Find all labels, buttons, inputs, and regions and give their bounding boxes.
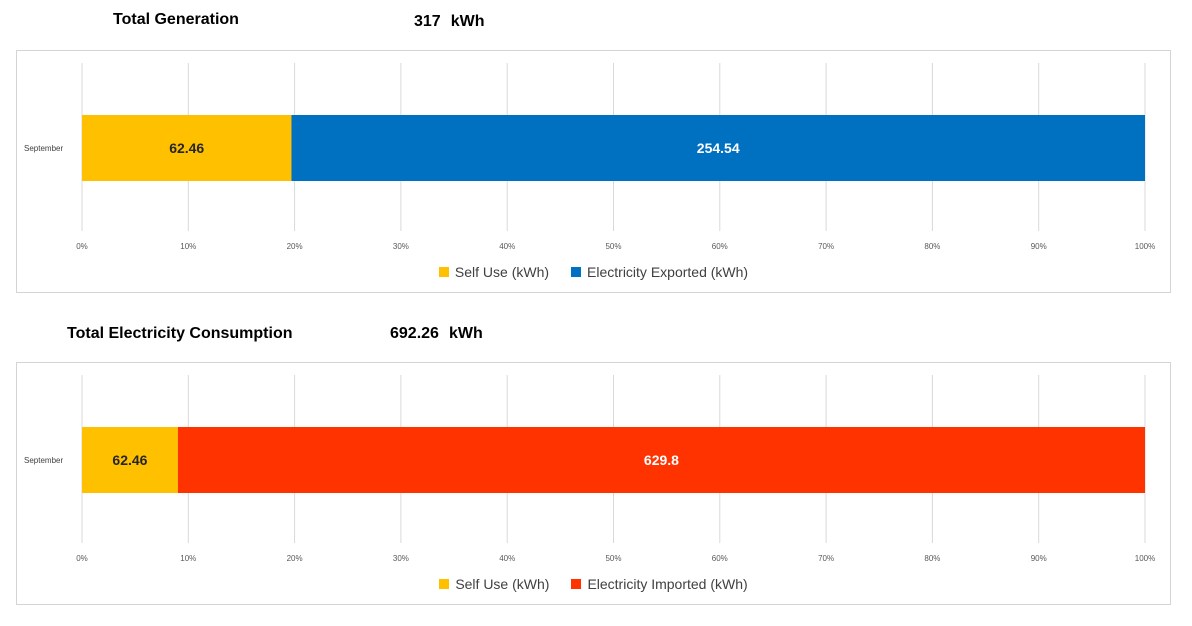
chart1-legend-item-self-use: Self Use (kWh)	[438, 264, 550, 280]
chart1-data-label-1: 62.46	[169, 140, 204, 156]
chart1-data-label-2: 254.54	[697, 140, 740, 156]
chart1-plot: 0% 10% 20% 30% 40% 50% 60% 70% 80% 90% 100% Septemb…	[24, 63, 1155, 251]
chart2-x-tick-label: 0%	[76, 554, 88, 563]
chart2-x-tick-label: 10%	[180, 554, 196, 563]
chart2-legend-label-imported: Electricity Imported (kWh)	[587, 576, 748, 592]
chart2-plot: 0% 10% 20% 30% 40% 50% 60% 70% 80% 90% 100% Septemb…	[24, 375, 1155, 563]
chart1-total: 317 kWh	[414, 13, 484, 31]
chart2-x-tick-label: 20%	[287, 554, 303, 563]
chart2-x-tick-label: 30%	[393, 554, 409, 563]
chart1-bar-segment-2	[291, 115, 1145, 181]
chart2-x-tick-label: 70%	[818, 554, 834, 563]
chart1-x-tick-label: 10%	[180, 242, 196, 251]
chart2-title: Total Electricity Consumption	[67, 325, 293, 342]
chart1-title: Total Generation	[113, 11, 239, 28]
chart2-data-label-1: 62.46	[112, 452, 147, 468]
chart1-x-tick-label: 80%	[924, 242, 940, 251]
chart1-bar-segment-1	[82, 115, 292, 181]
chart1-panel: 0% 10% 20% 30% 40% 50% 60% 70% 80% 90% 100% Septemb…	[16, 50, 1171, 293]
chart1-x-tick-label: 50%	[605, 242, 621, 251]
chart2-bar-segment-1	[82, 427, 178, 493]
chart1-legend-swatch-exported	[571, 267, 582, 277]
chart1-category-label: September	[24, 144, 63, 153]
chart1-x-tick-label: 90%	[1031, 242, 1047, 251]
chart2-legend-item-self-use: Self Use (kWh)	[439, 576, 549, 592]
chart1-x-tick-label: 40%	[499, 242, 515, 251]
chart1-legend-label-exported: Electricity Exported (kWh)	[587, 264, 749, 280]
chart1-x-tick-label: 70%	[818, 242, 834, 251]
chart1-legend-swatch-self-use	[438, 267, 449, 277]
chart2-x-tick-label: 90%	[1031, 554, 1047, 563]
chart1-x-tick-label: 60%	[712, 242, 728, 251]
chart2-total: 692.26 kWh	[390, 325, 483, 343]
chart2-bar-segment-2	[177, 427, 1145, 493]
chart1-legend: Self Use (kWh) Electricity Exported (kWh…	[17, 264, 1170, 280]
chart1-x-tick-label: 100%	[1135, 242, 1155, 251]
chart2-x-tick-label: 100%	[1135, 554, 1155, 563]
chart2-legend-swatch-imported	[571, 579, 582, 589]
chart2-legend-label-self-use: Self Use (kWh)	[455, 576, 550, 592]
chart2-total-unit: kWh	[448, 325, 483, 342]
chart2-data-label-2: 629.8	[644, 452, 679, 468]
chart2-legend: Self Use (kWh) Electricity Imported (kWh…	[17, 576, 1170, 592]
chart2-total-value: 692.26	[390, 325, 439, 342]
chart1-total-unit: kWh	[450, 13, 485, 30]
chart1-x-tick-label: 20%	[287, 242, 303, 251]
chart2-x-tick-label: 60%	[712, 554, 728, 563]
chart2-legend-item-imported: Electricity Imported (kWh)	[571, 576, 748, 592]
chart2-x-tick-label: 50%	[605, 554, 621, 563]
chart1-x-tick-label: 0%	[76, 242, 88, 251]
chart1-legend-item-exported: Electricity Exported (kWh)	[571, 264, 748, 280]
chart2-legend-swatch-self-use	[439, 579, 450, 589]
chart1-legend-label-self-use: Self Use (kWh)	[454, 264, 550, 280]
chart2-x-tick-label: 80%	[924, 554, 940, 563]
chart2-category-label: September	[24, 456, 63, 465]
chart2-panel: 0% 10% 20% 30% 40% 50% 60% 70% 80% 90% 100% Septemb…	[16, 362, 1171, 605]
chart1-total-value: 317	[414, 13, 441, 30]
chart1-x-tick-label: 30%	[393, 242, 409, 251]
chart2-x-tick-label: 40%	[499, 554, 515, 563]
